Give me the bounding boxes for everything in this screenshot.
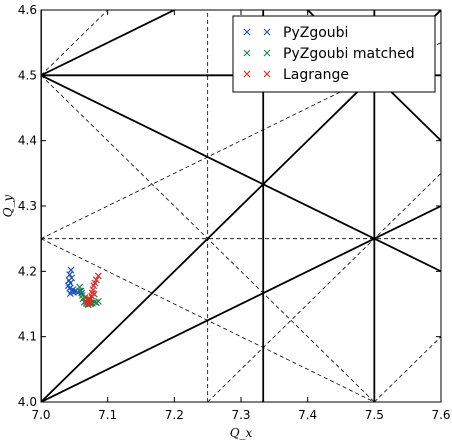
data-point bbox=[66, 271, 74, 279]
y-tick-label: 4.3 bbox=[18, 199, 37, 213]
resonance-line-dashed-8 bbox=[374, 336, 441, 402]
legend: PyZgoubi PyZgoubi matched Lagrange bbox=[232, 15, 436, 93]
x-tick-label: 7.0 bbox=[31, 408, 50, 422]
data-point bbox=[66, 290, 74, 297]
legend-marker bbox=[243, 28, 251, 36]
legend-marker bbox=[263, 70, 271, 78]
data-point bbox=[69, 286, 77, 294]
data-point bbox=[94, 272, 102, 280]
series-0 bbox=[64, 266, 86, 297]
resonance-line-dashed-5 bbox=[207, 173, 441, 402]
data-point bbox=[67, 266, 75, 274]
legend-label: Lagrange bbox=[283, 67, 349, 83]
data-point bbox=[94, 297, 102, 305]
series-2 bbox=[82, 272, 102, 308]
x-tick-label: 7.5 bbox=[365, 408, 384, 422]
data-point bbox=[84, 295, 92, 303]
legend-label: PyZgoubi matched bbox=[283, 46, 415, 62]
legend-marker bbox=[243, 70, 251, 78]
y-tick-label: 4.2 bbox=[18, 264, 37, 278]
axis-ticks: 7.0 7.1 7.2 7.3 7.4 7.5 7.6 4.0 4.1 4.2 4.3 4.4 4.5 4… bbox=[18, 3, 451, 422]
resonance-line-dashed-9 bbox=[374, 205, 441, 240]
legend-marker bbox=[243, 49, 251, 57]
y-tick-label: 4.1 bbox=[18, 330, 37, 344]
data-points bbox=[64, 266, 102, 309]
resonance-line-dashed-3 bbox=[41, 10, 108, 76]
y-tick-label: 4.0 bbox=[18, 395, 37, 409]
data-point bbox=[87, 299, 95, 307]
x-tick-label: 7.3 bbox=[231, 408, 250, 422]
x-tick-label: 7.4 bbox=[298, 408, 317, 422]
resonance-line-dashed-4 bbox=[41, 75, 375, 402]
resonance-line-dashed-7 bbox=[41, 238, 375, 402]
data-point bbox=[90, 290, 98, 298]
x-tick-label: 7.6 bbox=[431, 408, 450, 422]
legend-label: PyZgoubi bbox=[283, 25, 348, 41]
y-axis-label: Q_y bbox=[1, 194, 15, 217]
x-tick-label: 7.2 bbox=[165, 408, 184, 422]
x-tick-label: 7.1 bbox=[98, 408, 117, 422]
y-tick-label: 4.4 bbox=[18, 134, 37, 148]
legend-marker bbox=[263, 28, 271, 36]
y-tick-label: 4.5 bbox=[18, 68, 37, 82]
resonance-line-solid-3 bbox=[41, 10, 175, 77]
legend-marker bbox=[263, 49, 271, 57]
x-axis-label: Q_x bbox=[230, 426, 253, 440]
data-point bbox=[76, 283, 84, 291]
y-tick-label: 4.6 bbox=[18, 3, 37, 17]
resonance-line-solid-2 bbox=[41, 74, 441, 273]
